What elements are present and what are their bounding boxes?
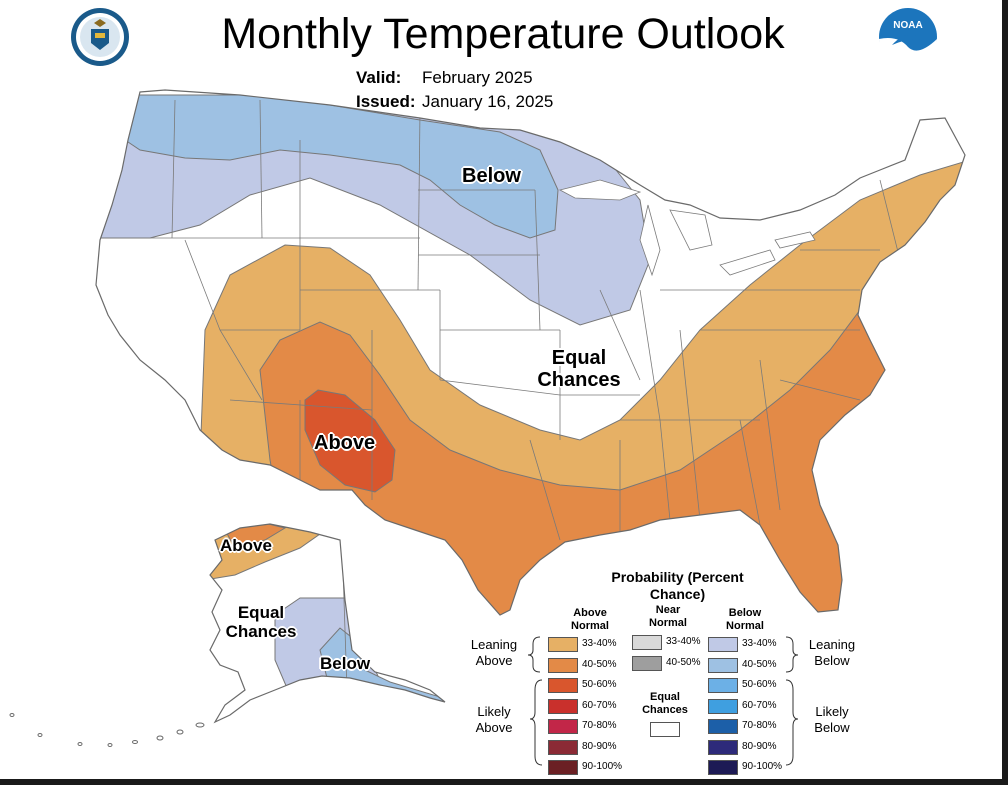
legend-swatch-below-2 <box>708 678 738 693</box>
above-label: Above <box>314 432 376 454</box>
legend-swatch-above-0 <box>548 637 578 652</box>
legend-col-near: Near Normal <box>649 604 687 630</box>
legend-swatch-below-1 <box>708 657 738 673</box>
legend-label-above-1: 40-50% <box>582 658 617 670</box>
issued-value: January 16, 2025 <box>422 92 554 111</box>
legend-label-below-0: 33-40% <box>742 638 777 649</box>
legend-swatch-above-2 <box>548 678 578 693</box>
legend-swatch-above-4 <box>548 719 578 734</box>
issued-label: Issued: <box>356 92 416 111</box>
issued-line: Issued: January 16, 2025 <box>356 92 553 112</box>
legend-label-above-5: 80-90% <box>582 740 617 752</box>
legend-likely-below: Likely Below <box>814 704 850 736</box>
legend-swatch-near-1 <box>632 655 662 671</box>
legend-equal-chances: Equal Chances <box>642 691 688 717</box>
alaska-equal-chances-label: Equal Chances <box>225 603 297 641</box>
valid-line: Valid: February 2025 <box>356 68 533 88</box>
legend-title: Probability (Percent Chance) <box>611 569 744 602</box>
legend-label-below-3: 60-70% <box>742 699 777 711</box>
legend-label-above-3: 60-70% <box>582 699 617 711</box>
above-50-region <box>304 389 396 493</box>
legend-label-below-6: 90-100% <box>742 761 783 772</box>
equal-chances-label: Equal Chances <box>537 347 621 391</box>
legend-swatch-above-5 <box>548 739 578 755</box>
legend-swatch-below-3 <box>708 698 738 714</box>
page-title: Monthly Temperature Outlook <box>221 10 785 58</box>
legend-leaning-below: Leaning Below <box>808 637 856 669</box>
svg-text:NOAA: NOAA <box>893 20 922 31</box>
legend-col-above: Above Normal <box>571 607 609 633</box>
legend-swatch-above-3 <box>548 698 578 714</box>
legend-label-near-0: 33-40% <box>666 636 701 647</box>
legend-label-below-1: 40-50% <box>742 658 777 670</box>
legend-label-below-5: 80-90% <box>742 740 777 752</box>
legend-col-below: Below Normal <box>726 607 764 633</box>
legend-label-above-6: 90-100% <box>582 761 623 772</box>
legend-swatch-below-4 <box>708 719 738 734</box>
legend-label-below-4: 70-80% <box>742 720 777 731</box>
legend-swatch-near-0 <box>632 635 662 650</box>
alaska-below-label: Below <box>320 654 371 673</box>
legend-likely-above: Likely Above <box>475 704 513 736</box>
legend-label-above-0: 33-40% <box>582 638 617 649</box>
alaska-below-40-region <box>319 627 445 721</box>
legend-swatch-above-1 <box>548 657 578 673</box>
above-40-region <box>259 259 965 615</box>
alaska-above-label: Above <box>220 536 272 555</box>
legend-swatch-below-0 <box>708 637 738 652</box>
legend-swatch-below-5 <box>708 739 738 755</box>
legend-label-above-4: 70-80% <box>582 720 617 731</box>
valid-value: February 2025 <box>422 68 533 87</box>
legend-label-near-1: 40-50% <box>666 656 701 668</box>
below-label: Below <box>462 165 521 187</box>
noaa-logo: NOAA <box>879 8 937 68</box>
legend-label-above-2: 50-60% <box>582 679 617 690</box>
legend-equal-swatch <box>650 722 680 737</box>
valid-label: Valid: <box>356 68 402 87</box>
legend-swatch-below-6 <box>708 760 738 775</box>
doc-seal-logo <box>71 8 129 66</box>
legend-leaning-above: Leaning Above <box>470 637 518 669</box>
legend-swatch-above-6 <box>548 760 578 775</box>
below-40-region <box>109 94 559 239</box>
legend-label-below-2: 50-60% <box>742 679 777 690</box>
